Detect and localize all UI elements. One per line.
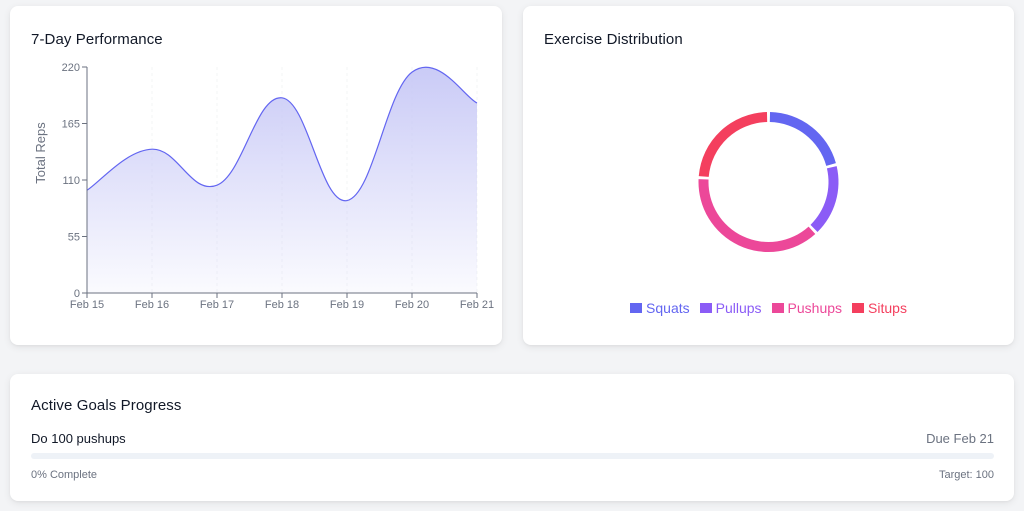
donut-slice-pushups[interactable] [698,179,816,253]
x-tick-label: Feb 16 [135,299,169,311]
performance-card: 7-Day Performance 0 55 110 165 220 Feb 15 Feb … [10,6,502,345]
x-tick-label: Feb 17 [200,299,234,311]
distribution-card: Exercise Distribution Squats Pullups Pushu… [523,6,1014,345]
y-tick-label: 165 [62,119,80,131]
goal-progress-bar [31,453,994,459]
y-tick-label: 0 [74,288,80,300]
x-tick-label: Feb 19 [330,299,364,311]
donut-slice-situps[interactable] [698,112,768,177]
y-tick-label: 110 [62,175,80,187]
legend-swatch [771,303,784,313]
y-tick-label: 55 [68,232,80,244]
legend-swatch [699,303,712,313]
performance-area [87,67,477,293]
goals-title: Active Goals Progress [31,397,182,414]
x-tick-label: Feb 21 [460,299,494,311]
distribution-legend: Squats Pullups Pushups Situps [523,300,1014,316]
legend-label: Situps [868,300,907,316]
x-tick-label: Feb 15 [70,299,104,311]
goal-name: Do 100 pushups [31,431,126,446]
goal-due-date: Due Feb 21 [926,431,994,446]
y-tick-label: 220 [62,62,80,74]
legend-label: Squats [646,300,690,316]
legend-label: Pullups [715,300,762,316]
x-tick-label: Feb 20 [395,299,429,311]
legend-item-squats[interactable]: Squats [630,300,690,316]
legend-item-pushups[interactable]: Pushups [771,300,843,316]
performance-chart: 0 55 110 165 220 Feb 15 Feb 16 Feb 17 Feb 18 Feb … [33,62,494,311]
legend-item-pullups[interactable]: Pullups [699,300,762,316]
donut-slice-squats[interactable] [769,112,836,166]
x-tick-label: Feb 18 [265,299,299,311]
distribution-title: Exercise Distribution [544,31,683,48]
donut-slice-pullups[interactable] [810,166,839,232]
distribution-donut-chart [698,112,839,253]
legend-swatch [852,303,865,313]
y-axis-label: Total Reps [33,122,48,184]
goal-complete-text: 0% Complete [31,469,98,481]
goals-card: Active Goals Progress Do 100 pushups Due… [10,374,1014,501]
performance-title: 7-Day Performance [31,31,163,48]
goal-target-text: Target: 100 [938,469,994,481]
performance-line [86,66,478,202]
legend-item-situps[interactable]: Situps [852,300,907,316]
legend-label: Pushups [787,300,843,316]
legend-swatch [630,303,643,313]
